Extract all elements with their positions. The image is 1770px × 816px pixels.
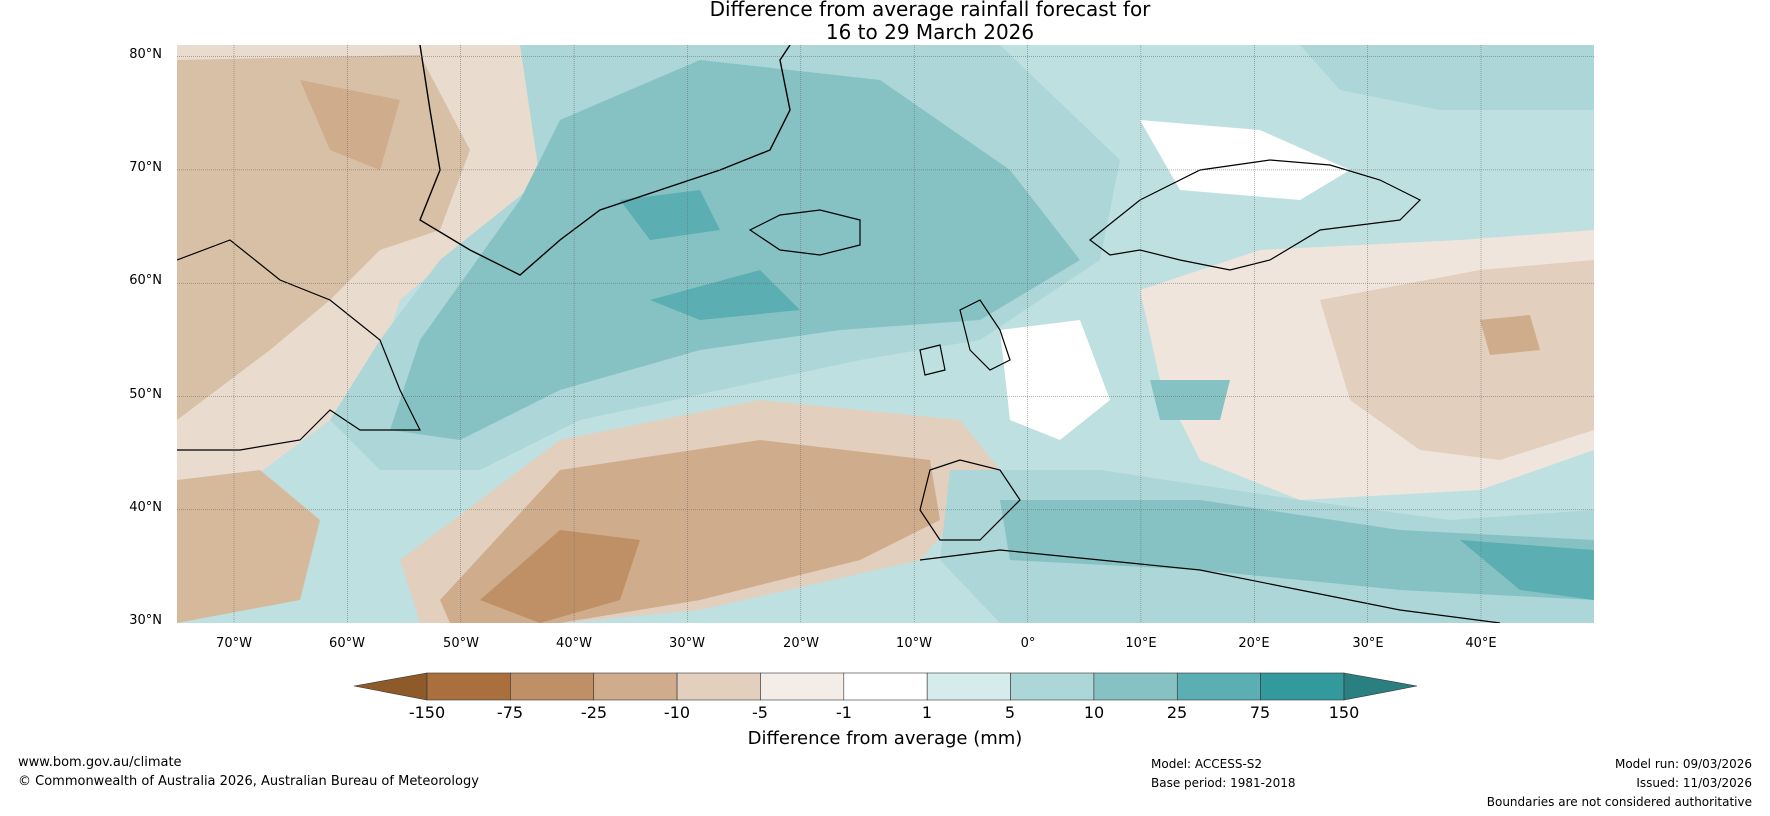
lon-label-20e: 20°E [1238, 636, 1270, 651]
colorbar-tick: -75 [496, 703, 524, 722]
lon-label-20w: 20°W [783, 636, 819, 651]
colorbar-segment [926, 672, 1011, 701]
wet-core-north-atlantic [390, 60, 1080, 440]
lat-label-80n: 80°N [129, 47, 162, 62]
lon-label-40w: 40°W [556, 636, 592, 651]
colorbar-label: Difference from average (mm) [747, 728, 1023, 749]
colorbar-segment [843, 672, 928, 701]
model-run-date: Model run: 09/03/2026 [1614, 757, 1752, 771]
lon-label-60w: 60°W [329, 636, 365, 651]
colorbar-tick: 150 [1328, 703, 1360, 722]
base-period: Base period: 1981-2018 [1151, 776, 1296, 790]
boundary-disclaimer: Boundaries are not considered authoritat… [1486, 795, 1752, 809]
colorbar-tick: -10 [663, 703, 691, 722]
colorbar-tick: -5 [752, 703, 768, 722]
website-link[interactable]: www.bom.gov.au/climate [18, 755, 182, 770]
colorbar-tick: -150 [408, 703, 446, 722]
lon-label-30w: 30°W [669, 636, 705, 651]
colorbar-tick: 1 [921, 703, 933, 722]
lon-label-30e: 30°E [1352, 636, 1384, 651]
wet-peak-levant [1460, 540, 1594, 600]
colorbar-segment [760, 672, 845, 701]
iceland-coastline [748, 209, 861, 256]
lat-label-50n: 50°N [129, 387, 162, 402]
colorbar-segment [1176, 672, 1261, 701]
colorbar-tick: 10 [1083, 703, 1105, 722]
british-isles-coastline [919, 299, 1011, 376]
greenland-coastline [419, 45, 791, 276]
colorbar-tick: 25 [1166, 703, 1188, 722]
lon-label-10w: 10°W [896, 636, 932, 651]
iberia-coastline [919, 459, 1021, 541]
dry-peak-subtropical [480, 530, 640, 623]
lat-label-40n: 40°N [129, 500, 162, 515]
colorbar-tick: -1 [836, 703, 852, 722]
lon-label-70w: 70°W [216, 636, 252, 651]
lon-label-50w: 50°W [443, 636, 479, 651]
colorbar-extend-high [1343, 672, 1418, 701]
scandinavia-coastline [1089, 159, 1422, 271]
map-field [177, 45, 1594, 623]
colorbar-segment [676, 672, 761, 701]
colorbar-segment [1260, 672, 1345, 701]
colorbar-segment [1093, 672, 1178, 701]
lat-label-60n: 60°N [129, 273, 162, 288]
dry-peak-russia [1480, 315, 1540, 355]
colorbar-segment [1010, 672, 1095, 701]
colorbar-segment [593, 672, 678, 701]
dry-core-northwest [177, 55, 470, 420]
colorbar-tick: 5 [1004, 703, 1016, 722]
near-average-scandinavia [1140, 120, 1350, 200]
colorbar-segment [426, 672, 511, 701]
dry-core-eastern-europe [1320, 260, 1594, 460]
colorbar-segment [510, 672, 595, 701]
colorbar-extend-low [353, 672, 428, 701]
colorbar-segments [426, 672, 1345, 701]
wet-core-mediterranean [1000, 500, 1594, 600]
wet-peak-iceland [620, 190, 720, 240]
lon-label-40e: 40°E [1465, 636, 1497, 651]
north-america-coastline [177, 239, 421, 451]
issued-date: Issued: 11/03/2026 [1636, 776, 1752, 790]
colorbar-tick: 75 [1249, 703, 1271, 722]
copyright-text: © Commonwealth of Australia 2026, Austra… [18, 774, 479, 789]
lat-label-70n: 70°N [129, 160, 162, 175]
lon-label-10e: 10°E [1125, 636, 1157, 651]
title-line-2: 16 to 29 March 2026 [825, 20, 1035, 44]
map-title: Difference from average rainfall forecas… [0, 0, 1770, 44]
colorbar-tick: -25 [580, 703, 608, 722]
wet-zone-arctic [1300, 45, 1594, 110]
model-name: Model: ACCESS-S2 [1151, 757, 1263, 771]
lat-label-30n: 30°N [129, 613, 162, 628]
title-line-1: Difference from average rainfall forecas… [709, 0, 1151, 21]
wet-core-central-europe [1150, 380, 1230, 420]
graticule [177, 45, 1594, 623]
lon-label-0: 0° [1020, 636, 1036, 651]
dry-core-greenland-west [300, 80, 400, 170]
colorbar [353, 672, 1418, 701]
north-africa-coastline [919, 549, 1501, 623]
dry-zone-southwest [177, 470, 320, 623]
